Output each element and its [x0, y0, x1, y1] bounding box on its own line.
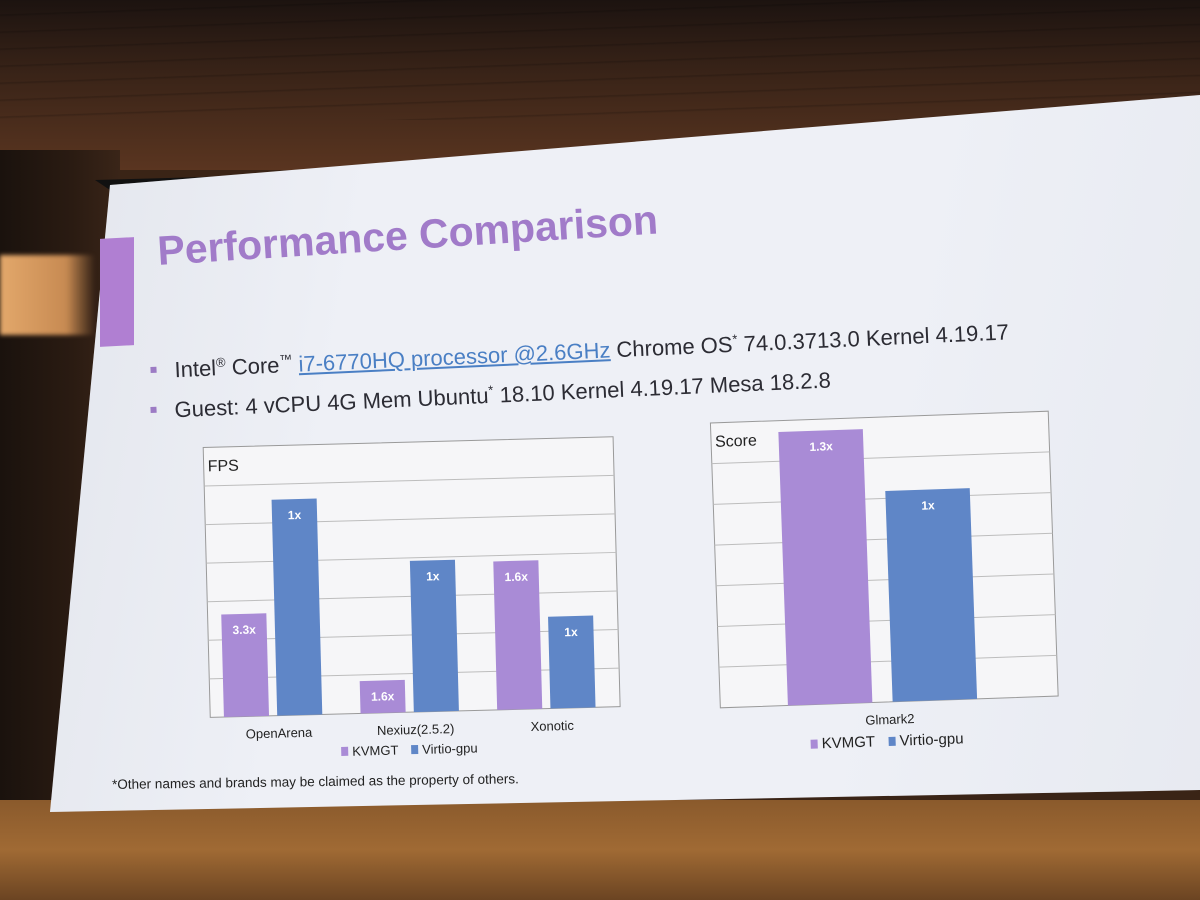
data-label: 1x [921, 498, 935, 512]
bar-kvmgt [221, 613, 270, 718]
legend-swatch-kvmgt [810, 739, 818, 749]
data-label: 1.6x [371, 689, 395, 704]
wall-light [0, 255, 95, 335]
gridline [713, 492, 1052, 505]
bar-virtio-gpu [885, 488, 978, 702]
legend-label: Virtio-gpu [422, 740, 478, 756]
gridline [718, 654, 1057, 668]
legend-swatch-virtio-gpu [888, 736, 896, 746]
data-label: 1.6x [504, 570, 528, 585]
legend-swatch-virtio-gpu [411, 744, 419, 755]
data-label: 3.3x [232, 623, 256, 638]
chart-body: Score 1.3x 1x Glmark2 KVMGT Virtio-gpu [709, 410, 1059, 752]
stage-floor [0, 800, 1200, 900]
data-label: 1x [288, 508, 302, 522]
bullet-marker [150, 406, 157, 413]
bar-kvmgt [778, 429, 873, 706]
legend-label: KVMGT [821, 733, 875, 752]
legend-label: KVMGT [352, 742, 399, 758]
gridline [711, 451, 1050, 465]
y-axis-label: FPS [207, 458, 239, 476]
bullet-marker [150, 366, 157, 373]
fps-chart: FPS 3.3x 1x OpenArena 1.6x 1x Nexiuz(2.5.2) 1.6… [202, 436, 621, 759]
gridline [714, 532, 1053, 546]
bullet-text: Chrome OS [609, 331, 734, 363]
category-label: Xonotic [530, 718, 574, 734]
bullet-text: Intel [173, 355, 217, 383]
legend-swatch-kvmgt [341, 746, 349, 756]
bar-kvmgt [359, 679, 406, 714]
plot-area [709, 410, 1059, 709]
data-label: 1.3x [809, 439, 833, 454]
title-accent-bar [100, 237, 134, 347]
bullet-text: Core [225, 352, 281, 380]
legend-label: Virtio-gpu [899, 730, 963, 749]
ceiling-stripes [0, 0, 1200, 120]
score-chart: Score 1.3x 1x Glmark2 KVMGT Virtio-gpu [709, 410, 1059, 752]
category-label: OpenArena [246, 725, 314, 742]
category-label: Nexiuz(2.5.2) [377, 721, 455, 738]
category-label: Glmark2 [865, 711, 915, 728]
bar-kvmgt [493, 560, 543, 710]
ceiling [0, 0, 1200, 170]
gridline [204, 474, 615, 487]
data-label: 1x [426, 569, 440, 583]
bar-virtio-gpu [548, 615, 596, 709]
y-axis-label: Score [715, 432, 757, 450]
trademark-mark: ™ [278, 351, 293, 368]
chart-body: FPS 3.3x 1x OpenArena 1.6x 1x Nexiuz(2.5.2) 1.6… [202, 436, 621, 759]
bar-virtio-gpu [409, 559, 459, 713]
data-label: 1x [564, 625, 578, 639]
gridline [717, 614, 1056, 627]
bar-virtio-gpu [271, 498, 323, 716]
gridline [716, 573, 1054, 587]
